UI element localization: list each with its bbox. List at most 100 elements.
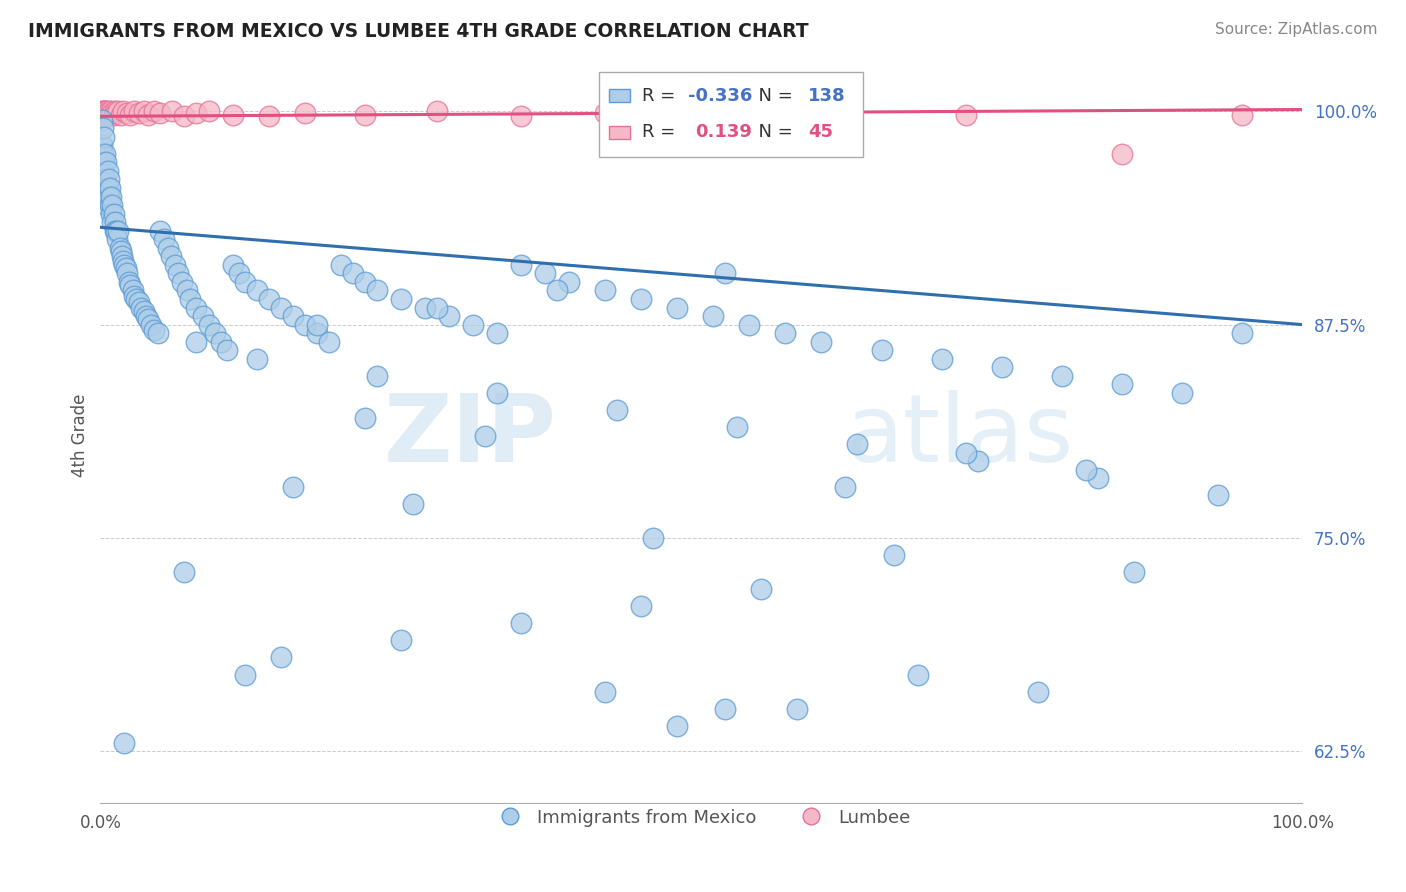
Point	[101, 106, 124, 120]
Point	[353, 275, 375, 289]
Point	[318, 334, 340, 349]
Point	[94, 189, 117, 203]
Point	[437, 309, 460, 323]
Point	[128, 295, 150, 310]
Point	[329, 258, 352, 272]
Point	[846, 437, 869, 451]
Point	[366, 284, 388, 298]
Point	[97, 181, 120, 195]
Point	[426, 104, 449, 119]
Point	[114, 261, 136, 276]
Point	[413, 301, 436, 315]
Point	[91, 164, 114, 178]
Point	[149, 106, 172, 120]
Y-axis label: 4th Grade: 4th Grade	[72, 394, 89, 477]
Text: ZIP: ZIP	[384, 390, 557, 482]
Text: -0.336: -0.336	[688, 87, 752, 104]
Point	[96, 107, 118, 121]
Point	[120, 107, 142, 121]
Point	[93, 104, 115, 119]
Point	[105, 232, 128, 246]
Point	[163, 258, 186, 272]
Point	[810, 109, 832, 123]
Point	[204, 326, 226, 340]
Point	[98, 181, 121, 195]
Point	[907, 667, 929, 681]
Point	[120, 278, 142, 293]
Point	[138, 107, 160, 121]
Point	[221, 258, 243, 272]
Point	[132, 104, 155, 119]
Point	[173, 109, 195, 123]
Point	[233, 667, 256, 681]
Point	[221, 107, 243, 121]
Point	[90, 104, 112, 119]
Point	[91, 147, 114, 161]
Point	[883, 548, 905, 562]
Point	[107, 224, 129, 238]
Point	[955, 445, 977, 459]
Point	[101, 215, 124, 229]
Point	[305, 326, 328, 340]
Point	[104, 104, 127, 119]
Point	[186, 301, 208, 315]
Point	[108, 241, 131, 255]
Point	[91, 109, 114, 123]
Text: R =: R =	[643, 87, 682, 104]
Point	[96, 198, 118, 212]
Point	[593, 106, 616, 120]
Point	[90, 112, 112, 127]
Text: 138: 138	[808, 87, 846, 104]
Point	[510, 109, 533, 123]
Point	[630, 292, 652, 306]
Point	[606, 403, 628, 417]
Point	[94, 104, 117, 119]
Point	[135, 309, 157, 323]
Point	[112, 736, 135, 750]
Point	[143, 104, 166, 119]
Point	[129, 301, 152, 315]
Point	[186, 106, 208, 120]
Point	[270, 301, 292, 315]
Text: atlas: atlas	[845, 390, 1074, 482]
Point	[146, 326, 169, 340]
Text: 0.139: 0.139	[695, 123, 752, 142]
Point	[714, 702, 737, 716]
Point	[1087, 471, 1109, 485]
Point	[215, 343, 238, 358]
Point	[100, 206, 122, 220]
Point	[90, 107, 112, 121]
Point	[160, 249, 183, 263]
Point	[461, 318, 484, 332]
Point	[132, 304, 155, 318]
Point	[96, 104, 118, 119]
Point	[143, 323, 166, 337]
Point	[173, 565, 195, 579]
Point	[96, 155, 118, 169]
Point	[101, 198, 124, 212]
Point	[176, 284, 198, 298]
Point	[228, 266, 250, 280]
Point	[97, 106, 120, 120]
Point	[870, 343, 893, 358]
Point	[153, 232, 176, 246]
Point	[167, 266, 190, 280]
Point	[342, 266, 364, 280]
Point	[97, 172, 120, 186]
Point	[630, 599, 652, 614]
Point	[197, 104, 219, 119]
Point	[139, 318, 162, 332]
Point	[1230, 326, 1253, 340]
Point	[94, 172, 117, 186]
Point	[103, 206, 125, 220]
Point	[112, 258, 135, 272]
Point	[1050, 368, 1073, 383]
Point	[138, 312, 160, 326]
Point	[104, 224, 127, 238]
Point	[103, 107, 125, 121]
Point	[966, 454, 988, 468]
Point	[115, 106, 138, 120]
Point	[125, 292, 148, 306]
Point	[366, 368, 388, 383]
Point	[245, 351, 267, 366]
